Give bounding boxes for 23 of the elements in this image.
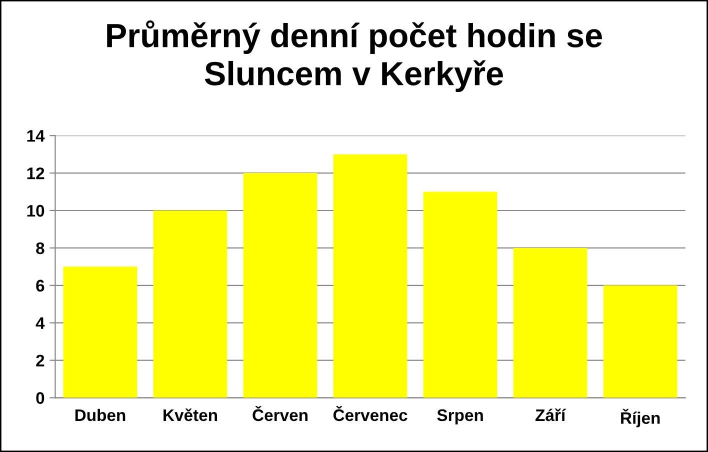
y-tick-label: 12 [27,167,44,180]
x-tick-label: Srpen [437,409,483,424]
bar [243,173,318,398]
x-tick-label: Říjen [621,408,660,428]
x-tick-label: Duben [75,408,126,422]
y-tick-label: 8 [36,242,44,254]
bar [333,154,408,398]
bar [153,210,228,398]
x-tick-label: Červenec [333,406,408,422]
y-tick-label: 4 [36,317,45,329]
x-tick-label: Květen [164,408,218,422]
bar [423,192,498,398]
bar [603,285,678,398]
y-tick-label: 14 [27,130,45,142]
bar [513,248,588,398]
y-tick-label: 0 [36,392,44,404]
x-tick-label: Září [536,408,566,422]
chart-title: Průměrný denní počet hodin se Sluncem v Kerkyře [107,20,602,92]
x-tick-label: Červen [252,406,308,422]
bar [63,266,138,398]
y-tick-label: 6 [36,280,44,292]
y-tick-label: 10 [27,204,44,217]
y-tick-label: 2 [36,354,44,366]
